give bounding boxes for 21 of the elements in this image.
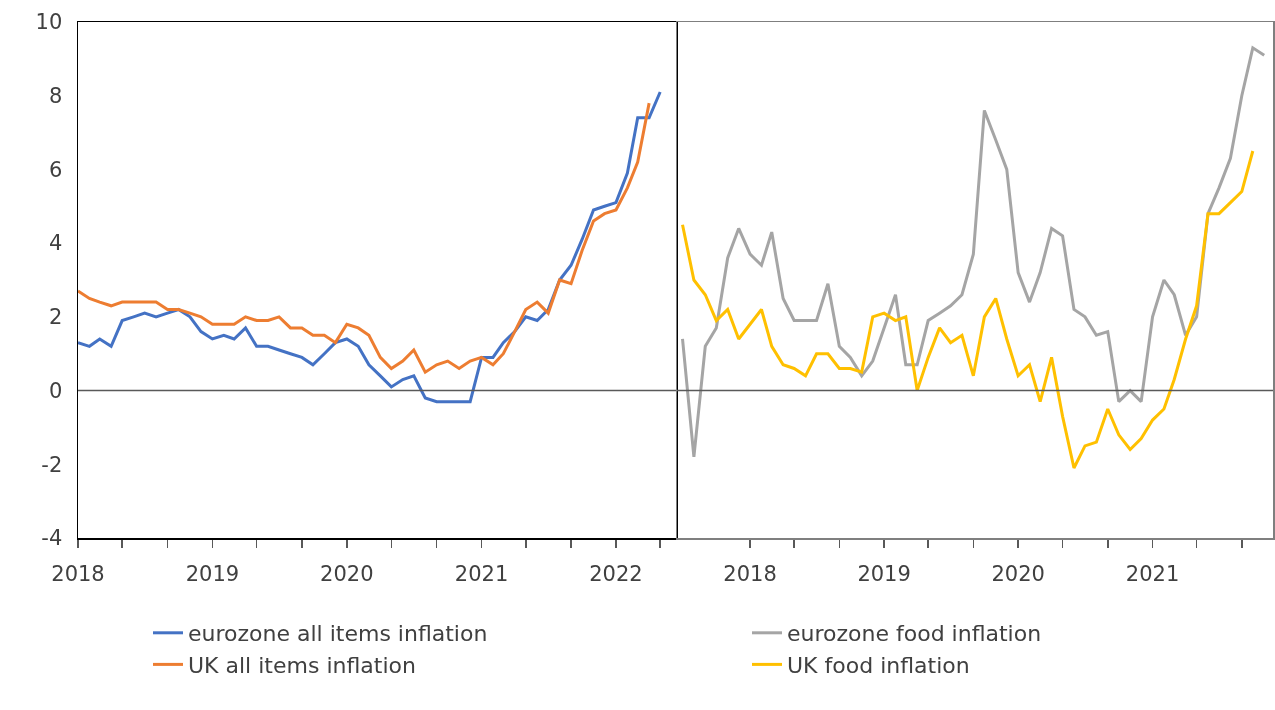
y-tick-label: -2 — [41, 452, 63, 477]
y-tick-label: 0 — [48, 378, 63, 403]
legend-label: UK food inflation — [787, 652, 970, 678]
y-tick-label: 10 — [35, 10, 63, 35]
x-tick-label: 2019 — [185, 561, 240, 586]
y-tick-label: 4 — [48, 231, 63, 256]
x-tick-label: 2020 — [320, 561, 374, 586]
x-tick-label: 2021 — [454, 561, 509, 586]
y-tick-label: -4 — [41, 526, 63, 551]
y-tick-label: 2 — [48, 305, 63, 330]
x-tick-label: 2018 — [723, 561, 777, 586]
legend-label: eurozone all items inflation — [188, 621, 488, 647]
x-tick-label: 2019 — [857, 561, 911, 586]
y-tick-label: 8 — [48, 84, 63, 109]
x-tick-label: 2022 — [589, 561, 643, 586]
y-tick-label: 6 — [48, 157, 63, 182]
x-tick-label: 2021 — [1125, 561, 1180, 586]
x-tick-label: 2020 — [991, 561, 1045, 586]
legend-label: UK all items inflation — [188, 652, 416, 678]
x-tick-label: 2018 — [51, 561, 105, 586]
legend-label: eurozone food inflation — [787, 621, 1042, 647]
